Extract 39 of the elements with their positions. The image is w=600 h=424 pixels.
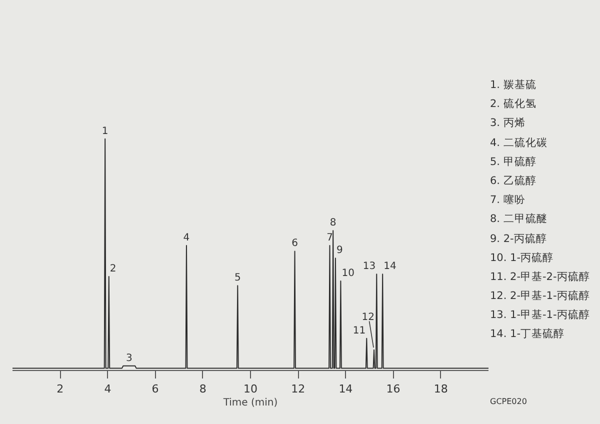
annotation: 10 xyxy=(342,268,354,280)
annotation: 12 xyxy=(362,312,374,324)
annotation: 2 xyxy=(110,263,116,274)
annotation: 7 xyxy=(326,232,333,244)
text: 8. 二甲硫醚 xyxy=(490,212,548,228)
annotation: 11 xyxy=(352,325,366,336)
annotation: 1 xyxy=(102,126,108,137)
x-tick-label: 18 xyxy=(434,382,448,396)
annotation: 4 xyxy=(183,232,190,244)
annotation: 3 xyxy=(126,352,132,364)
x-tick-label: 16 xyxy=(386,382,400,396)
text: GCPE020 xyxy=(490,396,527,408)
text: 3. 丙烯 xyxy=(490,116,526,132)
text: 5. 甲硫醇 xyxy=(490,154,538,170)
x-tick-label: 14 xyxy=(338,382,353,396)
text: 10. 1-丙硫醇 xyxy=(490,250,555,266)
annotation: 5 xyxy=(234,272,241,284)
annotation: 6 xyxy=(292,238,298,250)
x-tick-label: 10 xyxy=(244,382,258,396)
text: 14. 1-丁基硫醇 xyxy=(490,327,566,342)
text: 4. 二硫化碳 xyxy=(490,136,548,151)
text: 1. 羰基硫 xyxy=(490,78,538,93)
text: 13. 1-甲基-1-丙硫醇 xyxy=(490,308,590,324)
annotation: 9 xyxy=(336,245,343,256)
x-tick-label: 2 xyxy=(56,382,64,396)
x-tick-label: 4 xyxy=(104,382,112,396)
text: 2. 硫化氢 xyxy=(490,97,538,112)
x-tick-label: 6 xyxy=(152,382,159,396)
annotation: 14 xyxy=(384,261,396,272)
x-tick-label: 8 xyxy=(199,382,206,396)
x-axis-title: Time (min) xyxy=(222,398,278,408)
text: 9. 2-丙硫醇 xyxy=(490,232,548,246)
text: 11. 2-甲基-2-丙硫醇 xyxy=(490,270,590,285)
text: 12. 2-甲基-1-丙硫醇 xyxy=(490,289,590,304)
x-tick-label: 12 xyxy=(291,382,306,396)
annotation: 8 xyxy=(330,218,336,229)
text: 6. 乙硫醇 xyxy=(490,174,538,189)
annotation: 13 xyxy=(362,261,376,272)
text: 7. 噻吩 xyxy=(490,193,526,208)
